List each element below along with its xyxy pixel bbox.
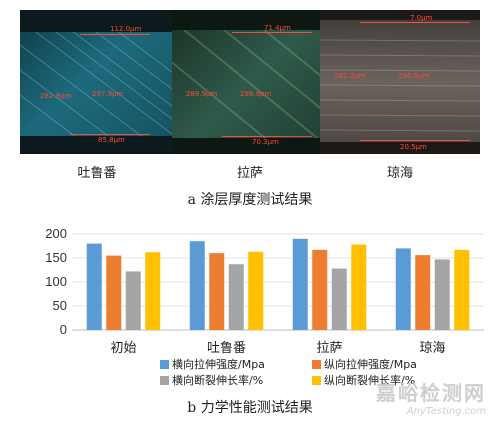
micrograph-turpan: 112.0μm 282.8μm 297.9μm 85.8μm (20, 10, 175, 154)
legend-item: 横向拉伸强度/Mpa (160, 356, 265, 372)
figure-b-title: b 力学性能测试结果 (187, 400, 313, 416)
coating-bottom-band (172, 138, 327, 154)
legend-swatch (312, 376, 321, 385)
coating-bottom-band (320, 142, 480, 154)
measure-label: 85.8μm (98, 136, 125, 144)
measure-label: 20.5μm (400, 143, 427, 151)
coating-top-band (20, 10, 175, 32)
measure-label: 70.3μm (252, 138, 279, 146)
x-category-label: 吐鲁番 (206, 341, 246, 356)
bar (209, 253, 225, 330)
bar (189, 241, 205, 330)
bar (86, 243, 102, 330)
measure-label: 282.8μm (40, 92, 72, 100)
legend-item: 纵向断裂伸长率/% (312, 372, 415, 388)
bar (351, 244, 367, 330)
measure-label: 288.9μm (240, 90, 272, 98)
figure-a-title: a 涂层厚度测试结果 (187, 192, 313, 208)
y-tick-label: 0 (59, 322, 67, 337)
x-category-label: 初始 (110, 341, 137, 356)
measure-line (360, 140, 470, 141)
legend-item: 纵向拉伸强度/Mpa (312, 356, 417, 372)
bar (395, 248, 411, 330)
measure-label: 7.0μm (410, 14, 433, 22)
legend-swatch (160, 376, 169, 385)
caption-lhasa: 拉萨 (236, 166, 263, 181)
micrograph-lhasa: 71.4μm 289.9μm 288.9μm 70.3μm (172, 10, 327, 154)
x-category-label: 琼海 (419, 341, 446, 356)
watermark: 嘉峪检测网 AnyTesting.com (376, 377, 486, 417)
measure-line (360, 22, 470, 23)
bar (106, 255, 122, 330)
bar (292, 238, 308, 330)
watermark-line1: 嘉峪检测网 (376, 381, 486, 405)
legend-item: 横向断裂伸长率/% (160, 372, 263, 388)
bar (454, 249, 470, 330)
measure-line (232, 32, 312, 33)
measure-label: 112.0μm (110, 25, 142, 33)
measure-label: 282.2μm (334, 72, 366, 80)
watermark-line2: AnyTesting.com (406, 406, 486, 417)
measure-line (70, 134, 150, 135)
measure-line (80, 34, 150, 35)
caption-turpan: 吐鲁番 (77, 166, 117, 181)
legend-swatch (312, 360, 321, 369)
fiber-texture (320, 39, 480, 132)
y-tick-label: 200 (45, 226, 67, 241)
y-tick-label: 50 (52, 298, 67, 313)
legend-label: 横向断裂伸长率/% (172, 374, 264, 387)
legend-label: 横向拉伸强度/Mpa (172, 358, 265, 371)
bar (125, 271, 141, 330)
bar (331, 268, 347, 330)
measure-label: 297.9μm (92, 90, 124, 98)
y-tick-label: 150 (45, 250, 67, 265)
measure-label: 289.9μm (186, 90, 218, 98)
coating-top-band (320, 10, 480, 20)
y-tick-label: 100 (45, 274, 67, 289)
measure-label: 71.4μm (264, 24, 291, 32)
bar (415, 255, 431, 330)
caption-qionghai: 琼海 (386, 166, 413, 181)
measure-line (222, 136, 312, 137)
bar (228, 264, 244, 330)
legend-label: 纵向断裂伸长率/% (324, 374, 416, 387)
bar (312, 249, 328, 330)
micrograph-qionghai: 7.0μm 282.2μm 256.0μm 20.5μm (320, 10, 480, 154)
coating-bottom-band (20, 136, 175, 154)
bar (434, 259, 450, 330)
x-category-label: 拉萨 (316, 341, 343, 356)
coating-top-band (172, 10, 327, 30)
bar (248, 251, 264, 330)
legend-swatch (160, 360, 169, 369)
bar (145, 252, 161, 330)
measure-label: 256.0μm (398, 72, 430, 80)
legend-label: 纵向拉伸强度/Mpa (324, 358, 417, 371)
